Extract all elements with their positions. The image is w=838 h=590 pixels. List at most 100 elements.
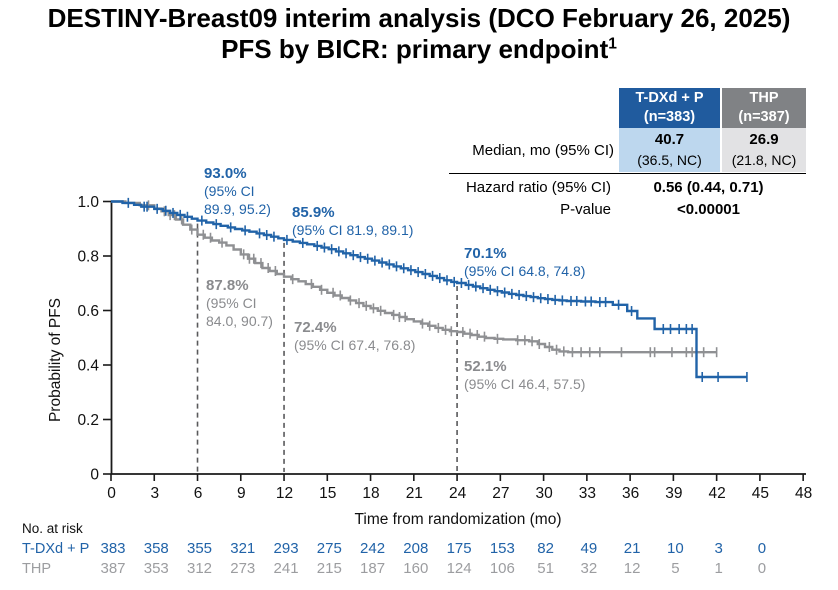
- risk-count: 383: [100, 540, 125, 557]
- x-tick-label: 45: [752, 485, 769, 502]
- risk-count: 5: [671, 560, 679, 577]
- km-dynamic-layer: 00.20.40.60.81.00 3 6 9 12 15 18 21 24 27 30 33 36 39…: [77, 194, 812, 577]
- x-tick-label: 42: [709, 485, 726, 502]
- y-tick-label: 0.2: [77, 412, 99, 429]
- risk-count: 82: [537, 540, 554, 557]
- slide-title-line2: PFS by BICR: primary endpoint1: [0, 34, 838, 65]
- risk-count: 208: [403, 540, 428, 557]
- risk-count: 0: [758, 540, 766, 557]
- column-header-thp-n: (n=387): [738, 109, 790, 125]
- risk-count: 321: [230, 540, 255, 557]
- risk-count: 215: [317, 560, 342, 577]
- x-tick-label: 48: [795, 485, 812, 502]
- x-tick-label: 27: [492, 485, 509, 502]
- annotation-tdxd-6mo-ci2: 89.9, 95.2): [204, 201, 271, 217]
- x-tick-label: 12: [276, 485, 293, 502]
- risk-count: 12: [624, 560, 641, 577]
- median-value-tdxd: 40.7: [654, 131, 685, 148]
- risk-count: 241: [274, 560, 299, 577]
- risk-count: 312: [187, 560, 212, 577]
- annotation-thp-6mo-pct: 87.8%: [206, 277, 249, 294]
- risk-count: 293: [274, 540, 299, 557]
- column-header-thp-label: THP: [749, 90, 779, 106]
- y-tick-label: 1.0: [77, 194, 99, 211]
- risk-count: 160: [403, 560, 428, 577]
- column-header-tdxd-label: T-DXd + P: [635, 90, 704, 106]
- median-ci-thp: (21.8, NC): [731, 152, 797, 168]
- risk-count: 153: [490, 540, 515, 557]
- median-ci-tdxd: (36.5, NC): [637, 152, 702, 168]
- risk-count: 32: [581, 560, 598, 577]
- x-tick-label: 15: [319, 485, 336, 502]
- slide-title-line2-text: PFS by BICR: primary endpoint: [221, 34, 609, 64]
- risk-count: 175: [447, 540, 472, 557]
- risk-count: 358: [144, 540, 169, 557]
- risk-count: 21: [624, 540, 641, 557]
- column-header-tdxd: T-DXd + P (n=383): [619, 88, 720, 128]
- annotation-thp-24mo-ci1: (95% CI 46.4, 57.5): [464, 376, 585, 392]
- x-tick-label: 30: [535, 485, 553, 502]
- x-tick-label: 6: [194, 485, 203, 502]
- x-tick-label: 9: [237, 485, 246, 502]
- annotation-thp-12mo-pct: 72.4%: [294, 319, 337, 336]
- km-curve-thp: [111, 200, 717, 354]
- y-tick-label: 0.4: [77, 358, 99, 375]
- column-header-tdxd-n: (n=383): [643, 109, 696, 125]
- risk-count: 3: [714, 540, 722, 557]
- slide-title-reference-superscript: 1: [608, 35, 617, 53]
- slide-title: DESTINY-Breast09 interim analysis (DCO F…: [0, 3, 838, 65]
- risk-count: 106: [490, 560, 515, 577]
- risk-count: 242: [360, 540, 385, 557]
- hazard-ratio-value: 0.56 (0.44, 0.71): [653, 179, 764, 196]
- y-axis-title: Probability of PFS: [47, 298, 64, 422]
- risk-count: 187: [360, 560, 385, 577]
- x-tick-label: 33: [579, 485, 596, 502]
- annotation-tdxd-12mo-ci1: (95% CI 81.9, 89.1): [292, 222, 413, 238]
- annotation-tdxd-12mo-pct: 85.9%: [292, 204, 335, 221]
- x-tick-label: 24: [449, 485, 467, 502]
- risk-count: 49: [581, 540, 598, 557]
- pvalue-value: <0.00001: [677, 201, 740, 218]
- column-header-thp: THP (n=387): [722, 88, 806, 128]
- median-value-thp: 26.9: [749, 131, 779, 148]
- slide-title-line1: DESTINY-Breast09 interim analysis (DCO F…: [47, 3, 791, 33]
- median-cell-tdxd: 40.7 (36.5, NC): [619, 128, 720, 172]
- x-tick-label: 0: [107, 485, 116, 502]
- median-cell-thp: 26.9 (21.8, NC): [722, 128, 806, 172]
- stats-table: T-DXd + P (n=383) THP (n=387) Median, mo…: [445, 88, 806, 222]
- annotation-tdxd-6mo-ci1: (95% CI: [204, 183, 255, 199]
- x-axis-title: Time from randomization (mo): [354, 511, 561, 528]
- y-tick-label: 0: [90, 467, 99, 484]
- risk-row-label-thp: THP: [22, 561, 51, 577]
- risk-count: 10: [667, 540, 684, 557]
- stats-table-divider: [449, 173, 806, 174]
- risk-row-label-tdxd: T-DXd + P: [22, 541, 89, 557]
- risk-count: 355: [187, 540, 212, 557]
- x-tick-label: 18: [362, 485, 379, 502]
- risk-count: 273: [230, 560, 255, 577]
- x-tick-label: 21: [406, 485, 423, 502]
- y-tick-label: 0.8: [77, 249, 99, 266]
- risk-count: 275: [317, 540, 342, 557]
- annotation-thp-6mo-ci1: (95% CI: [206, 295, 257, 311]
- risk-table-title: No. at risk: [22, 521, 83, 536]
- annotation-thp-24mo-pct: 52.1%: [464, 358, 507, 375]
- x-tick-label: 39: [665, 485, 682, 502]
- x-tick-label: 3: [150, 485, 159, 502]
- annotation-tdxd-6mo-pct: 93.0%: [204, 165, 247, 182]
- risk-count: 51: [537, 560, 554, 577]
- x-tick-label: 36: [622, 485, 639, 502]
- risk-count: 353: [144, 560, 169, 577]
- annotation-tdxd-24mo-pct: 70.1%: [464, 245, 507, 262]
- hazard-ratio-label: Hazard ratio (95% CI): [465, 179, 611, 196]
- pvalue-label: P-value: [560, 201, 611, 218]
- y-tick-label: 0.6: [77, 303, 99, 320]
- annotation-thp-12mo-ci1: (95% CI 67.4, 76.8): [294, 337, 415, 353]
- risk-count: 0: [758, 560, 766, 577]
- risk-count: 387: [100, 560, 125, 577]
- median-row-label: Median, mo (95% CI): [472, 141, 614, 159]
- risk-count: 1: [714, 560, 722, 577]
- annotation-tdxd-24mo-ci1: (95% CI 64.8, 74.8): [464, 263, 585, 279]
